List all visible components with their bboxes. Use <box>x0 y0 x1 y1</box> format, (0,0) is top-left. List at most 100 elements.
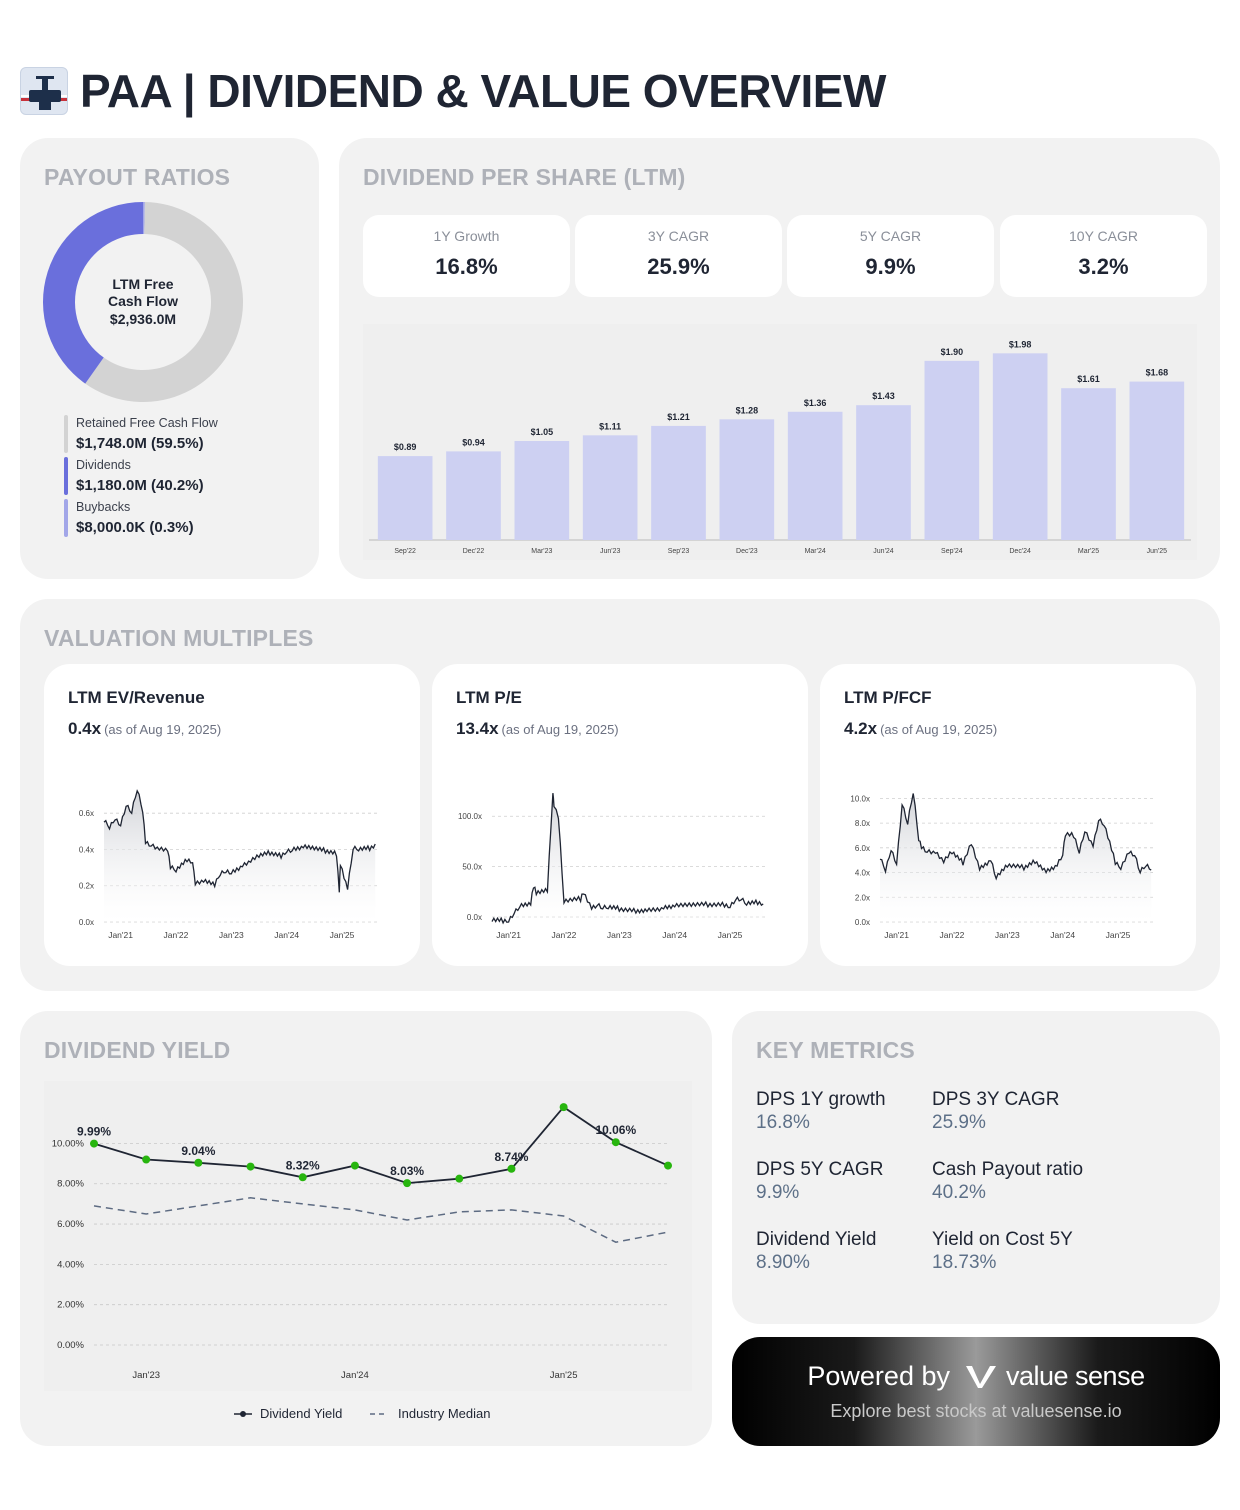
x-tick-label: Jan'24 <box>662 930 687 940</box>
key-metrics-title: KEY METRICS <box>756 1037 915 1063</box>
dps-bar <box>787 411 843 540</box>
line-area-fill <box>492 793 764 923</box>
km-dps-1y-growth: DPS 1Y growth 16.8% <box>756 1088 926 1134</box>
dividend-yield-point <box>455 1174 464 1183</box>
km-value: 18.73% <box>932 1252 997 1273</box>
val-card-title: LTM P/E <box>456 688 522 707</box>
donut-center-label: LTM Free Cash Flow $2,936.0M <box>42 201 244 403</box>
dividend-yield-title: DIVIDEND YIELD <box>44 1037 231 1063</box>
donut-center-line-1: LTM Free <box>112 276 174 292</box>
dps-x-tick-label: Dec'24 <box>1009 548 1031 555</box>
dps-bar-label: $0.94 <box>462 437 485 447</box>
km-cash-payout-ratio: Cash Payout ratio 40.2% <box>932 1158 1102 1204</box>
x-tick-label: Jan'22 <box>164 930 189 940</box>
y-tick-label: 0.00% <box>57 1340 84 1351</box>
stat-card-3y-cagr: 3Y CAGR 25.9% <box>575 215 782 297</box>
dps-bar-label: $1.43 <box>872 391 895 401</box>
dps-bar <box>719 419 775 540</box>
legend-industry-median: Industry Median <box>398 1406 491 1421</box>
x-tick-label: Jan'23 <box>132 1370 160 1381</box>
valuation-title: VALUATION MULTIPLES <box>44 625 314 651</box>
ev-revenue-line-chart: 0.0x 0.2x 0.4x 0.6x Jan'21 Jan'22 Jan'23 Jan'24… <box>79 789 378 940</box>
dps-x-tick-label: Sep'24 <box>941 548 963 555</box>
dividend-yield-label: 8.03% <box>390 1164 424 1178</box>
legend-value: $1,180.0M (40.2%) <box>76 477 204 494</box>
donut-center-line-2: Cash Flow <box>107 293 178 309</box>
payout-donut-chart <box>42 202 243 402</box>
dividend-yield-label: 9.99% <box>77 1125 111 1139</box>
dps-x-tick-label: Jun'24 <box>873 548 894 555</box>
dividend-yield-line <box>93 1105 669 1185</box>
powered-by-subtitle[interactable]: Explore best stocks at valuesense.io <box>830 1401 1122 1421</box>
legend-value: $8,000.0K (0.3%) <box>76 519 194 536</box>
legend-label: Retained Free Cash Flow <box>76 416 218 430</box>
dps-x-tick-label: Sep'22 <box>394 548 416 555</box>
dps-bar <box>377 456 433 540</box>
legend-swatch <box>64 457 68 495</box>
dps-bar-label: $1.61 <box>1077 374 1100 384</box>
dividend-yield-point <box>298 1173 307 1182</box>
dividend-yield-label: 8.74% <box>494 1150 528 1164</box>
val-card-pe: LTM P/E 13.4x (as of Aug 19, 2025) 0.0x 50… <box>432 664 808 966</box>
km-yield-on-cost-5y: Yield on Cost 5Y 18.73% <box>932 1228 1102 1274</box>
dps-x-tick-label: Dec'22 <box>463 548 485 555</box>
powered-by-banner[interactable]: Powered by value sense Explore best stoc… <box>732 1337 1220 1446</box>
km-label: Dividend Yield <box>756 1229 877 1250</box>
km-label: Yield on Cost 5Y <box>932 1229 1073 1250</box>
line-series <box>491 793 764 925</box>
dps-x-tick-label: Jun'23 <box>600 548 621 555</box>
stat-value: 9.9% <box>865 254 916 279</box>
x-tick-label: Jan'21 <box>496 930 521 940</box>
legend-value: $1,748.0M (59.5%) <box>76 435 204 452</box>
y-tick-label: 0.0x <box>79 918 94 927</box>
legend-retained-fcf: Retained Free Cash Flow $1,748.0M (59.5%… <box>64 415 218 453</box>
page-title: PAA | DIVIDEND & VALUE OVERVIEW <box>80 65 886 117</box>
dps-bar <box>924 360 980 540</box>
key-metrics-panel: KEY METRICS DPS 1Y growth 16.8% DPS 3Y C… <box>732 1011 1220 1324</box>
dps-x-tick-label: Dec'23 <box>736 548 758 555</box>
valuesense-logo-icon <box>965 1365 996 1388</box>
dps-x-tick-label: Mar'23 <box>531 548 552 555</box>
line-series <box>879 793 1152 881</box>
legend-dividend-yield: Dividend Yield <box>260 1406 342 1421</box>
val-card-value: 0.4x (as of Aug 19, 2025) <box>68 719 221 739</box>
dividend-yield-point <box>611 1138 620 1147</box>
x-tick-label: Jan'25 <box>330 930 355 940</box>
dps-bar <box>514 441 570 540</box>
y-tick-label: 6.0x <box>855 844 870 853</box>
dps-bar-label: $0.89 <box>394 442 417 452</box>
legend-yield-marker <box>240 1411 246 1417</box>
line-area-fill <box>880 793 1152 922</box>
x-tick-label: Jan'21 <box>884 930 909 940</box>
x-tick-label: Jan'21 <box>108 930 133 940</box>
km-label: DPS 3Y CAGR <box>932 1089 1060 1110</box>
x-tick-label: Jan'23 <box>219 930 244 940</box>
km-value: 40.2% <box>932 1182 986 1203</box>
y-tick-label: 10.00% <box>52 1138 85 1149</box>
dps-bar-label: $1.98 <box>1009 339 1032 349</box>
dividend-yield-point <box>403 1179 412 1188</box>
y-tick-label: 0.2x <box>79 882 94 891</box>
y-tick-label: 8.00% <box>57 1179 84 1190</box>
dps-bar-label: $1.68 <box>1146 368 1169 378</box>
dps-bar-label: $1.90 <box>941 347 964 357</box>
y-tick-label: 0.0x <box>467 913 482 922</box>
dividend-yield-label: 8.32% <box>286 1158 320 1172</box>
dividend-yield-label: 10.06% <box>595 1123 636 1137</box>
km-value: 16.8% <box>756 1112 810 1133</box>
dividend-per-share-panel: DIVIDEND PER SHARE (LTM) 1Y Growth 16.8%… <box>339 138 1220 579</box>
powered-by-brand: value sense <box>1005 1361 1145 1391</box>
payout-ratios-title: PAYOUT RATIOS <box>44 164 231 190</box>
dps-x-tick-label: Mar'25 <box>1078 548 1099 555</box>
dps-bar-label: $1.11 <box>599 421 621 431</box>
powered-by-line: Powered by value sense <box>732 1361 1220 1392</box>
dividend-yield-point <box>90 1139 98 1148</box>
donut-center-value: $2,936.0M <box>109 311 177 327</box>
val-card-value: 4.2x (as of Aug 19, 2025) <box>844 719 997 739</box>
dps-x-tick-label: Jun'25 <box>1147 548 1168 555</box>
industry-median-line <box>93 1197 669 1243</box>
val-asof: (as of Aug 19, 2025) <box>880 722 998 737</box>
x-tick-label: Jan'24 <box>341 1370 369 1381</box>
donut-slice-dividends <box>42 202 143 384</box>
dividend-yield-point <box>664 1161 672 1170</box>
